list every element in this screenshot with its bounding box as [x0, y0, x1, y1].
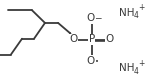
Text: 4: 4	[133, 67, 138, 76]
Text: −: −	[94, 13, 102, 22]
Text: •: •	[95, 59, 99, 65]
Text: O: O	[86, 56, 94, 66]
Text: +: +	[138, 3, 145, 12]
Text: 4: 4	[133, 11, 138, 20]
Text: NH: NH	[119, 63, 134, 73]
Text: O: O	[86, 13, 94, 23]
Text: +: +	[138, 59, 145, 68]
Text: O: O	[105, 35, 113, 44]
Text: O: O	[69, 35, 77, 44]
Text: NH: NH	[119, 8, 134, 18]
Text: P: P	[89, 35, 95, 44]
